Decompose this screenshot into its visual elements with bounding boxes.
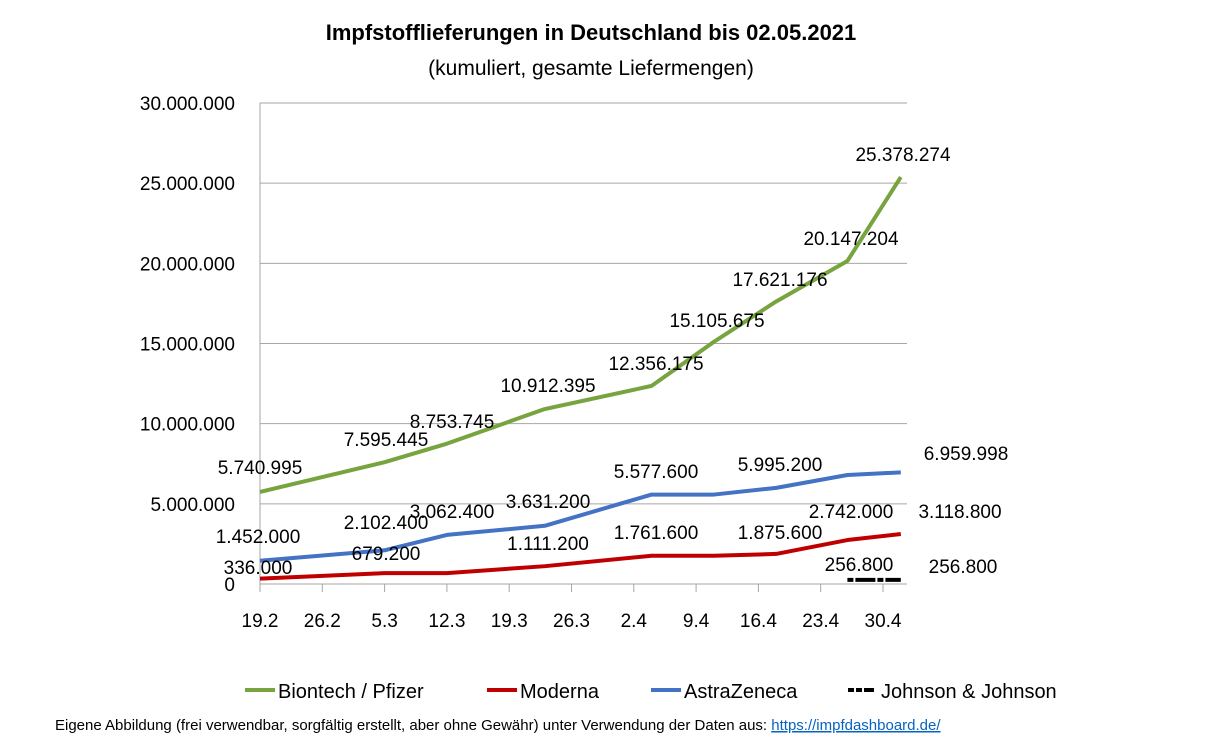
- data-label-astrazeneca: 3.062.400: [410, 502, 495, 523]
- source-link[interactable]: https://impfdashboard.de/: [771, 717, 941, 734]
- legend: Biontech / Pfizer Moderna AstraZeneca Johns…: [245, 681, 1057, 703]
- data-label-biontech-pfizer: 20.147.204: [803, 229, 899, 250]
- data-label-moderna: 1.875.600: [738, 523, 823, 544]
- data-label-astrazeneca: 6.959.998: [924, 444, 1009, 465]
- data-label-moderna: 1.761.600: [614, 523, 699, 544]
- data-label-moderna: 1.111.200: [507, 534, 589, 555]
- footer-note: Eigene Abbildung (frei verwendbar, sorgf…: [55, 717, 941, 734]
- x-tick-label: 19.3: [491, 611, 528, 632]
- data-label-moderna: 2.742.000: [809, 502, 894, 523]
- y-tick-label: 5.000.000: [150, 495, 235, 516]
- x-tick-label: 9.4: [683, 611, 710, 632]
- data-label-astrazeneca: 3.631.200: [506, 492, 591, 513]
- chart-title: Impfstofflieferungen in Deutschland bis …: [326, 20, 857, 45]
- data-label-moderna: 3.118.800: [918, 502, 1001, 523]
- x-tick-label: 23.4: [802, 611, 839, 632]
- legend-label: Johnson & Johnson: [881, 681, 1057, 703]
- x-tick-label: 26.2: [304, 611, 341, 632]
- footer-text: Eigene Abbildung (frei verwendbar, sorgf…: [55, 717, 771, 734]
- x-tick-label: 30.4: [865, 611, 902, 632]
- data-label-moderna: 336.000: [224, 558, 293, 579]
- x-tick-label: 16.4: [740, 611, 777, 632]
- data-label-biontech-pfizer: 10.912.395: [500, 376, 595, 397]
- x-tick-label: 12.3: [428, 611, 465, 632]
- legend-label: AstraZeneca: [684, 681, 798, 703]
- legend-label: Moderna: [520, 681, 600, 703]
- data-label-biontech-pfizer: 12.356.175: [608, 354, 703, 375]
- y-tick-label: 25.000.000: [140, 174, 235, 195]
- data-label-biontech-pfizer: 25.378.274: [855, 145, 951, 166]
- chart-subtitle: (kumuliert, gesamte Liefermengen): [428, 57, 754, 80]
- y-tick-label: 20.000.000: [140, 254, 235, 275]
- data-label-johnson-johnson: 256.800: [825, 555, 894, 576]
- data-label-moderna: 679.200: [352, 544, 421, 565]
- y-tick-label: 30.000.000: [140, 94, 235, 115]
- data-label-johnson-johnson: 256.800: [929, 557, 998, 578]
- legend-label: Biontech / Pfizer: [278, 681, 424, 703]
- x-tick-label: 5.3: [371, 611, 397, 632]
- data-label-astrazeneca: 2.102.400: [344, 513, 429, 534]
- data-label-biontech-pfizer: 5.740.995: [218, 458, 303, 479]
- y-tick-label: 15.000.000: [140, 335, 235, 356]
- y-tick-label: 10.000.000: [140, 415, 235, 436]
- data-label-biontech-pfizer: 15.105.675: [669, 311, 764, 332]
- x-tick-label: 19.2: [242, 611, 279, 632]
- y-tick-label: 0: [224, 575, 235, 596]
- x-tick-label: 26.3: [553, 611, 590, 632]
- data-label-astrazeneca: 5.995.200: [738, 455, 823, 476]
- x-tick-label: 2.4: [621, 611, 648, 632]
- data-label-biontech-pfizer: 7.595.445: [344, 430, 429, 451]
- data-label-astrazeneca: 5.577.600: [614, 462, 699, 483]
- data-label-biontech-pfizer: 8.753.745: [410, 412, 495, 433]
- data-label-biontech-pfizer: 17.621.176: [732, 270, 827, 291]
- data-label-astrazeneca: 1.452.000: [216, 527, 301, 548]
